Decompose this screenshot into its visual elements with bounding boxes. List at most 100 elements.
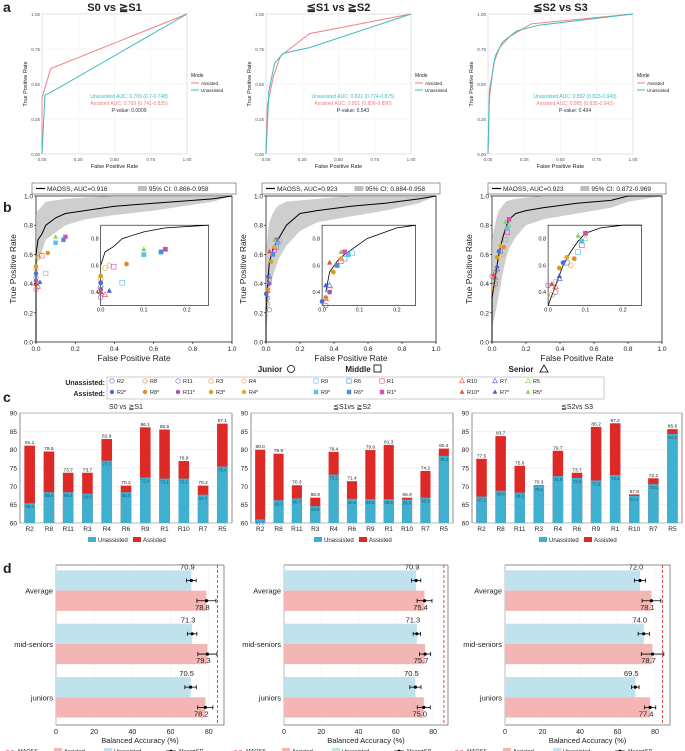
bar-assisted <box>43 451 55 523</box>
chart-title: S0 vs ≧S1 <box>109 404 143 411</box>
mean-point <box>190 632 194 636</box>
legend-swatch-unassisted <box>332 748 340 751</box>
x-tick-label: R6 <box>573 526 582 533</box>
hbar-assisted-value: 75.7 <box>414 656 429 665</box>
y-tick-label: 75 <box>10 466 18 473</box>
x-tick-label: 0.25 <box>298 157 307 162</box>
x-tick-label: 0.75 <box>370 157 379 162</box>
hbar-unassisted-value: 70.5 <box>404 669 419 678</box>
x-tick-label: 0.75 <box>592 157 601 162</box>
y-tick-label: 0.0 <box>480 340 489 347</box>
bar-assisted <box>273 453 284 523</box>
y-category-label: juniors <box>479 693 502 702</box>
legend-swatch-ci <box>137 186 147 191</box>
bar-unassisted <box>197 494 209 523</box>
x-tick-label: 0.6 <box>149 346 158 353</box>
inset-reader-point <box>334 262 340 268</box>
inset-roc-line <box>100 224 209 266</box>
group-junior-icon <box>287 365 295 373</box>
bar-assisted <box>365 450 376 523</box>
x-tick-label: 1.00 <box>407 157 416 162</box>
hbar-unassisted-value: 74.0 <box>632 616 647 625</box>
bar-assisted-value: 80.0 <box>256 444 266 450</box>
legend-swatch-assisted <box>584 537 592 542</box>
bar-assisted-value: 85.5 <box>160 424 170 430</box>
y-tick-label: 60 <box>10 521 18 528</box>
inset-reader-point <box>98 280 104 286</box>
y-tick-label: 70 <box>10 484 18 491</box>
bar-unassisted <box>438 455 449 523</box>
x-tick-label: 40 <box>576 729 584 736</box>
legend-marker <box>313 378 319 384</box>
hbar-assisted <box>284 643 426 665</box>
legend-row-label: Unassisted: <box>65 380 105 387</box>
bar-unassisted <box>420 497 431 523</box>
legend-reader-label: R10 <box>467 379 477 385</box>
legend-reader-label: R9* <box>321 390 331 396</box>
mean-point <box>422 599 427 603</box>
legend-label: Unassisted <box>647 88 670 93</box>
legend-reader-label: R7* <box>500 390 510 396</box>
bar-assisted-value: 79.7 <box>553 445 563 451</box>
x-tick-label: 0.25 <box>74 157 83 162</box>
mean-point <box>415 632 419 636</box>
bar-unassisted <box>62 492 74 523</box>
bar-unassisted <box>82 493 93 523</box>
legend-reader-label: R11* <box>183 390 196 396</box>
inset-x-tick-label: 0.2 <box>183 308 191 314</box>
inset-reader-point <box>552 283 559 290</box>
y-tick-label: 1.00 <box>477 12 486 17</box>
y-tick-label: 0.0 <box>254 340 263 347</box>
bar-unassisted <box>629 495 640 523</box>
reader-point <box>506 217 512 222</box>
x-axis-label: Balanced Accuracy (%) <box>549 736 627 745</box>
bar-unassisted <box>120 492 132 523</box>
inset-x-tick-label: 0.1 <box>140 308 148 314</box>
hbar-unassisted-value: 70.9 <box>405 562 420 571</box>
reader-point <box>63 234 68 240</box>
inset-reader-point <box>552 289 559 295</box>
y-tick-label: 90 <box>241 411 249 418</box>
x-tick-label: 0.0 <box>261 346 270 353</box>
roc-line-assisted <box>41 13 188 154</box>
bar-unassisted-value: 78.3 <box>440 457 449 462</box>
legend-swatch-unassisted <box>104 748 112 751</box>
reader-point <box>33 271 39 276</box>
inset-y-tick-label: 0.4 <box>538 290 546 296</box>
x-tick-label: R5 <box>218 526 227 533</box>
reader-point <box>265 295 271 301</box>
reader-point <box>265 287 270 292</box>
y-tick-label: 0.8 <box>480 223 489 230</box>
bar-unassisted-value: 66.5 <box>366 500 375 505</box>
x-tick-label: R4 <box>554 526 563 533</box>
y-tick-label: 65 <box>10 502 18 509</box>
inset-reader-point <box>141 252 147 258</box>
reader-point <box>274 237 279 242</box>
hbar-assisted <box>56 697 206 718</box>
bar-assisted-value: 70.2 <box>198 480 208 486</box>
roc-line-maoss <box>491 195 662 342</box>
roc-a-panel: 0.00 0.25 0.50 0.75 1.00 0.00 0.25 0.50 0.75 1.00… <box>247 2 448 170</box>
legend-label: Unassisted <box>324 538 354 544</box>
bar-unassisted-value: 72.8 <box>554 477 563 482</box>
inset-reader-point <box>575 249 581 255</box>
bar-unassisted-value: 64.6 <box>311 507 320 512</box>
x-tick-label: 0.75 <box>146 157 155 162</box>
bar-unassisted-value: 66.7 <box>293 499 302 504</box>
x-tick-label: R4 <box>103 526 112 533</box>
x-tick-label: 20 <box>539 729 547 736</box>
y-tick-label: 0.25 <box>477 117 486 122</box>
x-tick-label: 0 <box>503 729 507 736</box>
reader-point <box>496 249 501 254</box>
x-tick-label: R1 <box>160 526 169 533</box>
x-tick-label: R10 <box>628 526 640 533</box>
x-tick-label: R2 <box>256 526 265 533</box>
group-label: Middle <box>345 365 371 374</box>
legend-title: Mode <box>191 73 204 79</box>
legend-marker <box>241 389 247 395</box>
legend-reader-label: R6* <box>354 390 364 396</box>
group-label: Junior <box>258 365 282 374</box>
auc-assisted: Assisted AUC: 0.769 (0.741-0.835) <box>90 101 168 107</box>
reader-point <box>494 255 500 260</box>
x-tick-label: 1.00 <box>629 157 638 162</box>
